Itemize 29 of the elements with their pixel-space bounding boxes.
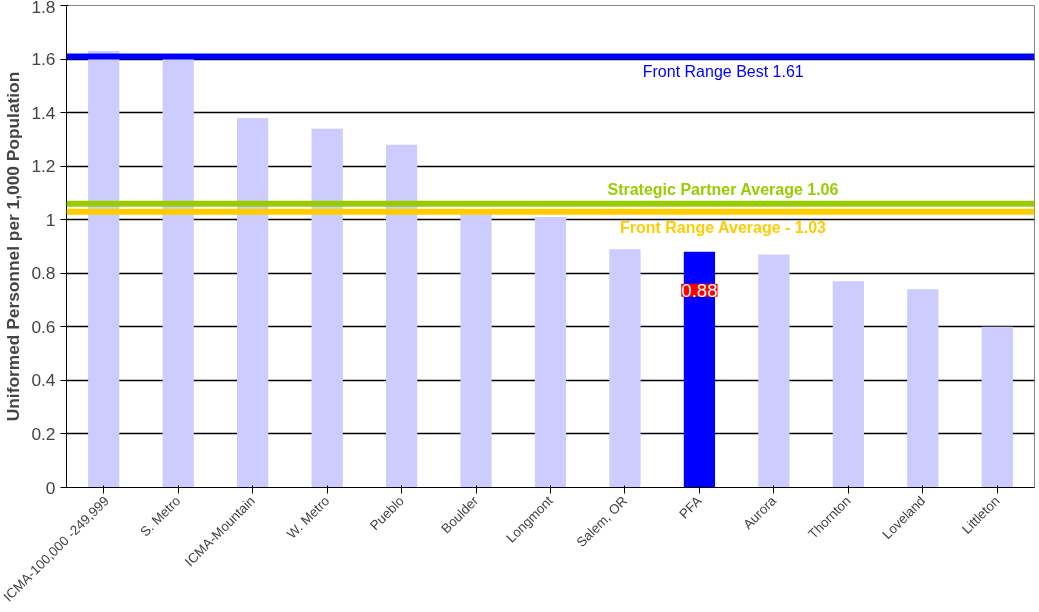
y-tick-label: 1 [45, 209, 56, 230]
ref-line-label: Front Range Best 1.61 [642, 63, 804, 81]
bar [534, 217, 567, 488]
data-label: 0.88 [681, 279, 718, 301]
bar [832, 281, 864, 488]
bar [758, 254, 790, 488]
bar [237, 117, 269, 488]
bar [609, 249, 641, 488]
y-tick-label: 1.2 [31, 156, 56, 177]
bar [460, 214, 492, 488]
ref-line-label: Front Range Average - 1.03 [619, 218, 827, 236]
y-tick-label: 0 [45, 477, 56, 498]
y-tick-label: 1.4 [31, 102, 56, 123]
y-tick-label: 0.4 [31, 370, 56, 391]
x-tick-label: PFA [676, 493, 705, 522]
y-tick-label: 1.6 [31, 49, 56, 70]
bar [311, 128, 343, 488]
ref-line-label: Strategic Partner Average 1.06 [607, 180, 839, 198]
bar [88, 51, 120, 488]
bar [162, 59, 194, 488]
bar [385, 144, 418, 488]
y-tick-label: 1.8 [31, 0, 56, 17]
bar [907, 289, 939, 488]
bar [981, 326, 1013, 488]
y-axis-title: Uniformed Personnel per 1,000 Population [3, 71, 24, 422]
y-tick-label: 0.8 [31, 263, 56, 284]
y-tick-label: 0.2 [31, 423, 56, 444]
bar [683, 251, 716, 488]
y-tick-label: 0.6 [31, 316, 56, 337]
